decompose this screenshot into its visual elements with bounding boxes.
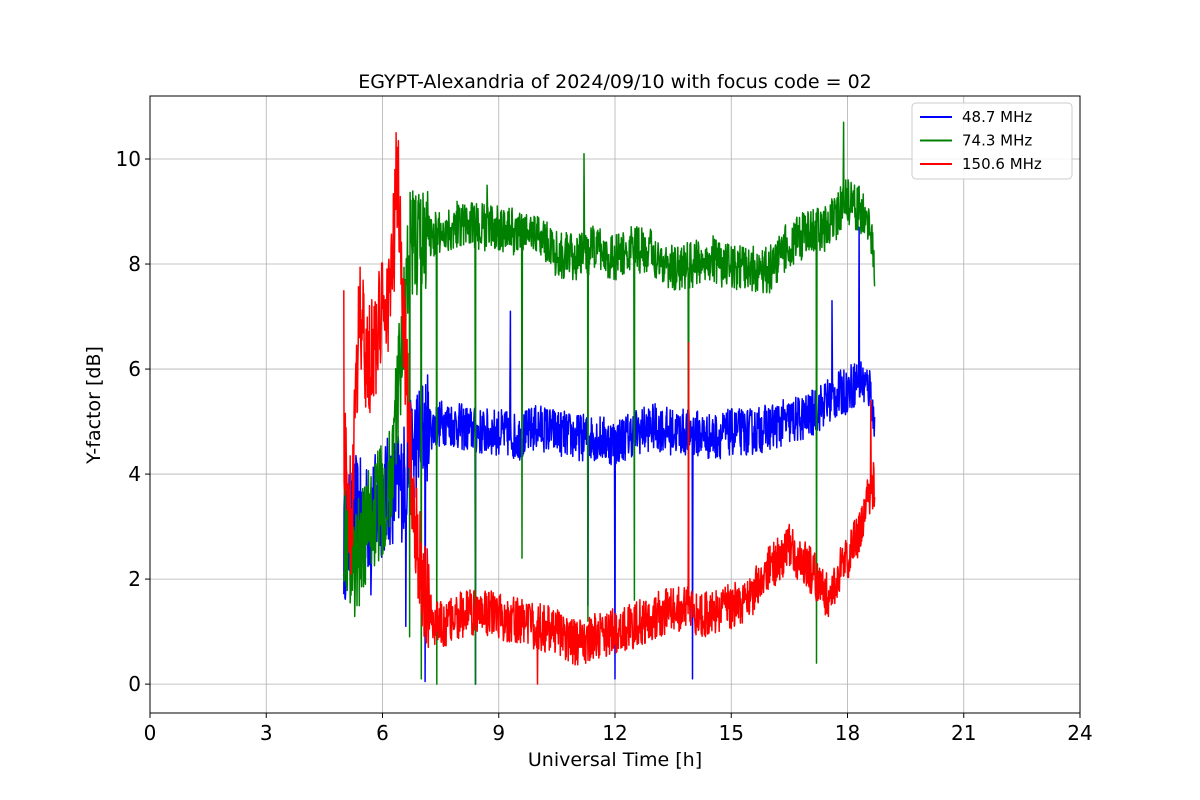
chart-title: EGYPT-Alexandria of 2024/09/10 with focu… bbox=[358, 71, 872, 93]
y-tick-label: 4 bbox=[128, 462, 141, 486]
y-tick-label: 2 bbox=[128, 567, 141, 591]
x-tick-label: 6 bbox=[376, 721, 389, 745]
series-line bbox=[343, 121, 876, 685]
series-line bbox=[343, 132, 876, 685]
x-tick-label: 12 bbox=[602, 721, 627, 745]
y-tick-label: 10 bbox=[116, 147, 141, 171]
legend-box bbox=[911, 102, 1073, 180]
y-tick-label: 0 bbox=[128, 672, 141, 696]
legend: 48.7 MHz 74.3 MHz 150.6 MHz bbox=[911, 102, 1073, 180]
x-tick-label: 0 bbox=[144, 721, 157, 745]
x-tick-label: 24 bbox=[1067, 721, 1092, 745]
series-line bbox=[343, 226, 876, 685]
x-tick-label: 3 bbox=[260, 721, 273, 745]
x-axis-label: Universal Time [h] bbox=[528, 749, 702, 771]
legend-entry-label: 150.6 MHz bbox=[962, 155, 1042, 173]
y-tick-label: 6 bbox=[128, 357, 141, 381]
plot-area bbox=[343, 121, 876, 685]
y-axis-label: Y-factor [dB] bbox=[83, 346, 105, 465]
x-tick-label: 18 bbox=[835, 721, 860, 745]
x-tick-label: 15 bbox=[719, 721, 744, 745]
legend-entry-label: 48.7 MHz bbox=[962, 108, 1032, 126]
x-tick-label: 21 bbox=[951, 721, 976, 745]
x-tick-label: 9 bbox=[492, 721, 505, 745]
y-tick-label: 8 bbox=[128, 252, 141, 276]
legend-entry-label: 74.3 MHz bbox=[962, 132, 1032, 150]
